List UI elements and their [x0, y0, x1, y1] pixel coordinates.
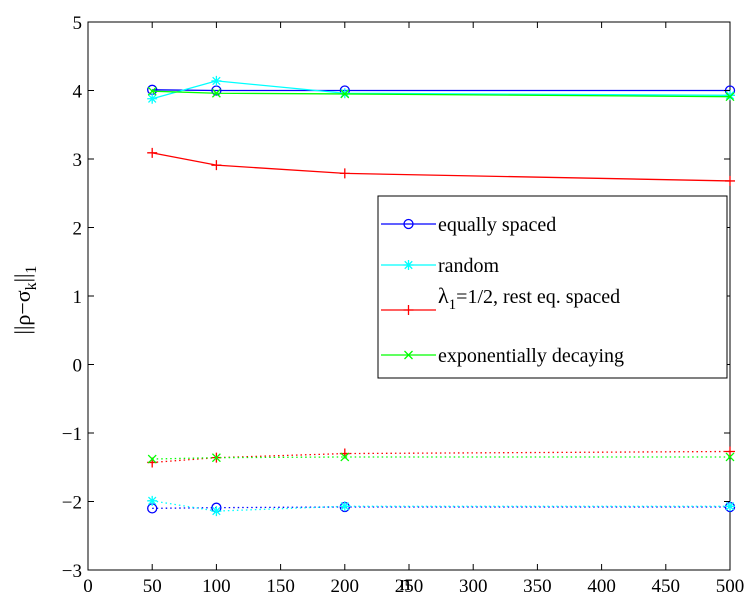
legend-label-exponentially-decaying: exponentially decaying	[438, 345, 624, 367]
y-tick-label: −3	[62, 561, 82, 582]
x-tick-label: 50	[143, 576, 162, 597]
y-axis-title-sub-k: k	[23, 282, 40, 290]
x-tick-label: 100	[202, 576, 231, 597]
series-line	[152, 90, 731, 98]
legend-marker-shape	[403, 218, 414, 230]
data-point	[211, 160, 222, 171]
series-line	[152, 500, 730, 512]
y-tick-label: 4	[73, 82, 83, 103]
data-point	[211, 88, 221, 98]
series-line	[152, 89, 730, 92]
y-axis-title-sub-1: 1	[23, 266, 40, 274]
series-4	[147, 86, 735, 102]
legend-entries: equally spaced random λ1=1/2, rest eq. s…	[381, 214, 624, 367]
data-point	[147, 147, 158, 158]
legend-label-lambda-symbol: λ	[438, 283, 449, 308]
axes-layer: 0 50 100 150 200 250 300 350 400 450 500 −3 −2 −1 0 1 2 3…	[62, 13, 744, 597]
x-tick-label: 300	[459, 576, 488, 597]
data-point	[147, 93, 158, 104]
y-tick-label: 5	[73, 13, 83, 34]
data-point	[340, 89, 350, 99]
legend-entry-random: random	[381, 255, 500, 277]
legend-marker-exponentially-decaying	[404, 350, 413, 360]
legend: equally spaced random λ1=1/2, rest eq. s…	[377, 195, 728, 379]
series-line	[152, 152, 731, 182]
data-point	[211, 506, 222, 517]
data-point	[340, 452, 350, 462]
x-axis-title: n	[400, 570, 411, 595]
legend-marker-random	[403, 260, 414, 270]
data-point	[725, 92, 735, 102]
data-point	[339, 168, 350, 179]
x-tick-label: 0	[83, 576, 93, 597]
legend-label-random: random	[438, 255, 500, 277]
data-point	[339, 501, 350, 512]
y-tick-label: −2	[62, 493, 82, 514]
y-tick-label: 3	[73, 150, 83, 171]
y-axis-title-bars: ||	[10, 274, 35, 283]
series-line	[152, 506, 730, 509]
legend-box	[377, 195, 728, 379]
y-tick-label: 1	[73, 287, 83, 308]
legend-label-lambda-rest: =1/2, rest eq. spaced	[456, 286, 620, 308]
legend-label-lambda: λ1=1/2, rest eq. spaced	[438, 283, 620, 313]
series-8	[147, 452, 735, 464]
y-tick-label: 0	[73, 356, 83, 377]
y-tick-label: −1	[62, 424, 82, 445]
x-tick-label: 450	[652, 576, 681, 597]
legend-marker-equally-spaced	[403, 218, 414, 230]
series-3	[147, 147, 735, 186]
data-point	[725, 452, 735, 462]
legend-entry-exponentially-decaying: exponentially decaying	[381, 345, 624, 367]
x-tick-label: 400	[587, 576, 616, 597]
y-tick-label: 2	[73, 219, 83, 240]
legend-label-lambda-sub: 1	[449, 297, 457, 313]
legend-marker-shape	[404, 350, 413, 360]
data-point	[147, 454, 157, 464]
legend-marker-lambda	[403, 305, 414, 315]
data-point	[147, 86, 157, 96]
series-2	[147, 75, 735, 104]
series-6	[147, 495, 735, 517]
data-point	[725, 446, 735, 457]
legend-marker-shape	[403, 305, 414, 315]
series-line	[152, 456, 730, 460]
data-point	[211, 453, 221, 463]
x-tick-label: 500	[716, 576, 745, 597]
legend-entry-equally-spaced: equally spaced	[381, 214, 556, 236]
y-axis-title: ||ρ−σk||1	[10, 266, 40, 335]
data-point	[725, 501, 735, 512]
x-tick-label: 350	[523, 576, 552, 597]
series-line	[152, 80, 731, 100]
data-point	[211, 85, 222, 96]
legend-label-equally-spaced: equally spaced	[438, 214, 556, 236]
x-tick-label: 250	[395, 576, 424, 597]
data-point	[147, 495, 158, 506]
x-tick-label: 200	[331, 576, 360, 597]
data-point	[725, 175, 735, 186]
x-tick-label: 150	[266, 576, 295, 597]
y-axis-title-main: ||ρ−σ	[10, 290, 35, 334]
data-point	[211, 75, 222, 86]
legend-entry-lambda: λ1=1/2, rest eq. spaced	[381, 283, 620, 315]
data-point	[725, 90, 735, 101]
series-layer	[147, 75, 736, 517]
legend-marker-shape	[403, 260, 414, 270]
series-line	[152, 450, 731, 464]
